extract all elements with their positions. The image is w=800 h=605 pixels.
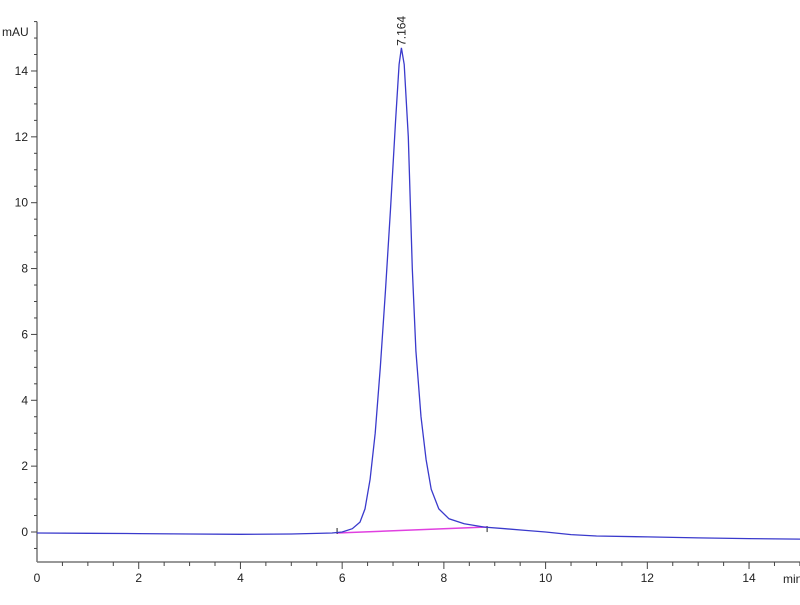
y-tick-label: 2 (21, 459, 28, 473)
y-tick-label: 6 (21, 327, 28, 341)
x-tick-label: 4 (237, 571, 244, 585)
y-axis-label: mAU (2, 25, 29, 39)
y-tick-label: 0 (21, 525, 28, 539)
peak-retention-time-label: 7.164 (394, 16, 408, 46)
signal-trace (36, 47, 800, 540)
y-tick-label: 10 (15, 196, 29, 210)
x-tick-label: 10 (539, 571, 553, 585)
y-tick-label: 4 (21, 393, 28, 407)
plot-area: 7.164 (36, 16, 800, 540)
x-axis-label: min (783, 572, 800, 586)
x-tick-label: 0 (34, 571, 41, 585)
y-tick-label: 14 (15, 64, 29, 78)
x-tick-label: 12 (641, 571, 655, 585)
axes: 0 2 4 6 8 10 12 14 0 2 4 6 8 10 12 14 (15, 21, 800, 585)
integration-baseline (337, 526, 488, 534)
x-tick-label: 2 (135, 571, 142, 585)
x-tick-label: 14 (742, 571, 756, 585)
x-tick-label: 8 (441, 571, 448, 585)
y-tick-label: 8 (21, 262, 28, 276)
y-tick-label: 12 (15, 130, 29, 144)
x-tick-label: 6 (339, 571, 346, 585)
